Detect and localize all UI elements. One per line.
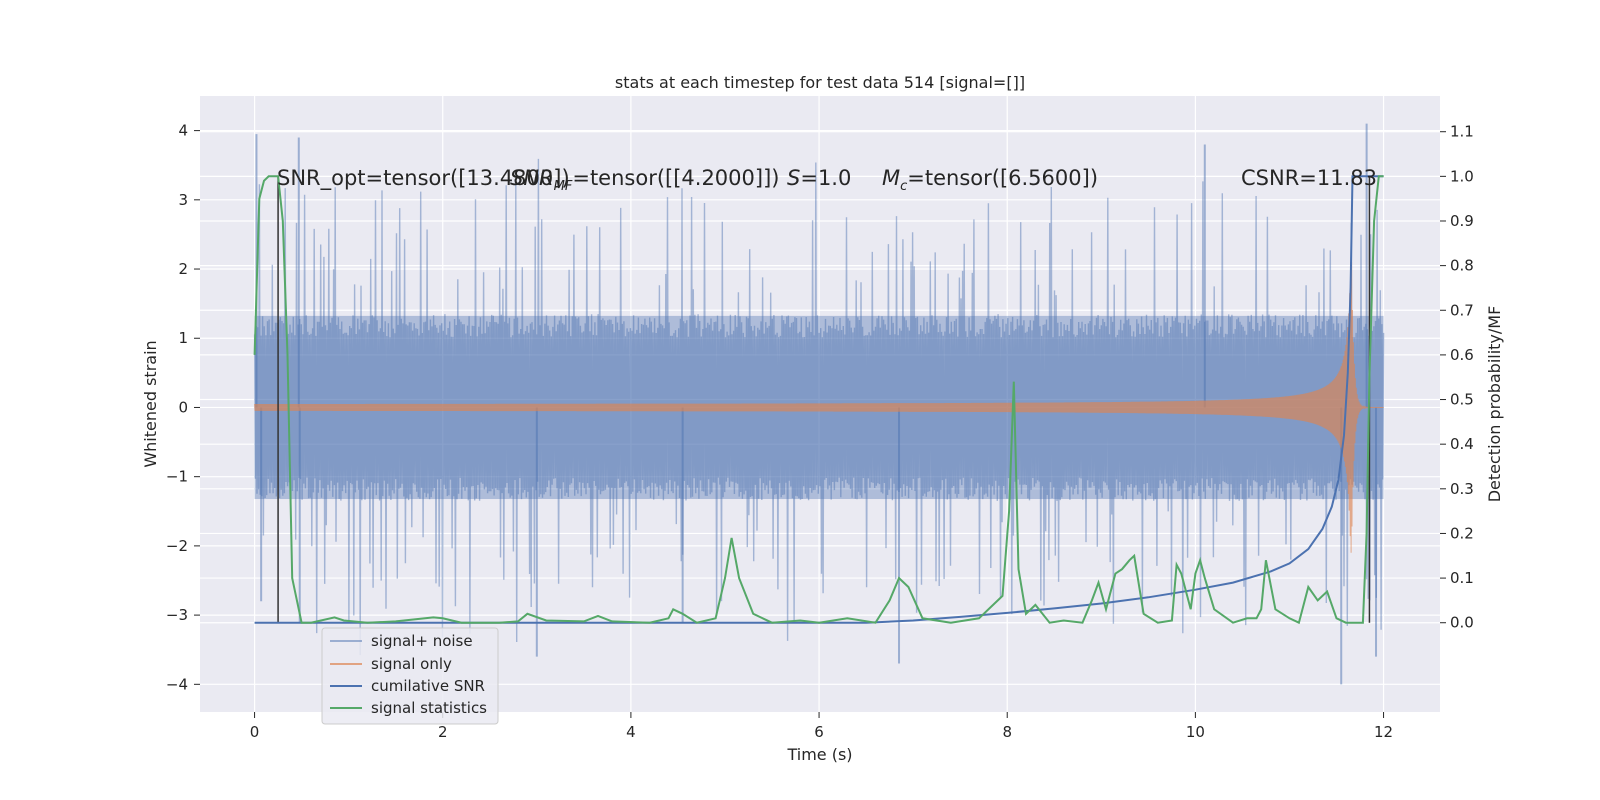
annotation-s: S=1.0 [787,166,851,190]
y-left-tick-label: 4 [178,122,188,140]
y-right-tick-label: 0.0 [1450,614,1474,632]
y-left-tick-label: 1 [178,329,188,347]
legend-label-signal: signal only [371,655,452,673]
x-tick-label: 12 [1374,723,1393,741]
y-right-tick-label: 0.3 [1450,480,1474,498]
y-right-tick-label: 0.9 [1450,212,1474,230]
x-axis-label: Time (s) [786,745,852,764]
y-right-tick-label: 0.5 [1450,391,1474,409]
snr-mf-prefix: SNR [510,166,554,190]
s-variable: S [787,166,800,190]
mc-value: =tensor([6.5600]) [907,166,1098,190]
legend-box [321,627,499,725]
y-right-tick-label: 0.8 [1450,257,1474,275]
y-left-tick-label: −1 [166,468,188,486]
x-tick-label: 2 [438,723,448,741]
y-right-tick-label: 0.7 [1450,301,1474,319]
y-left-tick-label: −4 [166,675,188,693]
y-left-tick-label: −3 [166,606,188,624]
annotation-snr-mf: SNRMF=tensor([[4.2000]]) [510,166,779,194]
legend-label-noise: signal+ noise [371,632,473,650]
s-value: =1.0 [800,166,851,190]
cumulative-snr-line [254,175,1384,624]
y-left-axis-label: Whitened strain [141,340,160,467]
y-right-axis-label: Detection probability/MF [1485,306,1504,503]
x-tick-label: 8 [1002,723,1012,741]
y-left-axis-ticks: −4 −3 −2 −1 0 1 2 3 4 [166,122,200,693]
legend-label-cumulative-snr: cumilative SNR [371,677,485,695]
y-right-tick-label: 0.1 [1450,569,1474,587]
y-left-tick-label: −2 [166,537,188,555]
y-right-axis-ticks: 0.0 0.1 0.2 0.3 0.4 0.5 0.6 0.7 0.8 0.9 1.0 1.1 [1440,123,1474,632]
snr-mf-subscript: MF [554,179,573,194]
snr-mf-value: =tensor([[4.2000]]) [572,166,779,190]
series-layer [253,123,1385,685]
y-right-tick-label: 0.4 [1450,435,1474,453]
annotation-csnr: CSNR=11.83 [1241,166,1377,190]
annotation-snr-opt: SNR_opt=tensor([13.4800]) [277,166,570,191]
y-right-tick-label: 1.0 [1450,167,1474,185]
signal-only-line [254,262,1384,553]
x-tick-label: 0 [250,723,260,741]
annotations: SNR_opt=tensor([13.4800]) SNRMF=tensor([… [277,166,1377,194]
signal-plus-noise-line [253,158,1385,656]
y-left-tick-label: 3 [178,191,188,209]
y-left-tick-label: 2 [178,260,188,278]
legend: signal+ noise signal only cumilative SNR… [321,627,499,725]
chart-title: stats at each timestep for test data 514… [615,73,1025,92]
y-left-tick-label: 0 [178,398,188,416]
x-tick-label: 10 [1186,723,1205,741]
x-tick-label: 6 [814,723,824,741]
signal-statistics-line [253,175,1384,625]
legend-label-statistics: signal statistics [371,699,487,717]
y-right-tick-label: 0.6 [1450,346,1474,364]
x-tick-label: 4 [626,723,636,741]
x-axis-ticks: 0 2 4 6 8 10 12 [250,712,1393,741]
annotation-chirp-mass: Mc=tensor([6.5600]) [882,166,1098,194]
mc-subscript: c [900,179,907,194]
mc-variable: M [882,166,900,190]
y-right-tick-label: 0.2 [1450,524,1474,542]
y-right-tick-label: 1.1 [1450,123,1474,141]
